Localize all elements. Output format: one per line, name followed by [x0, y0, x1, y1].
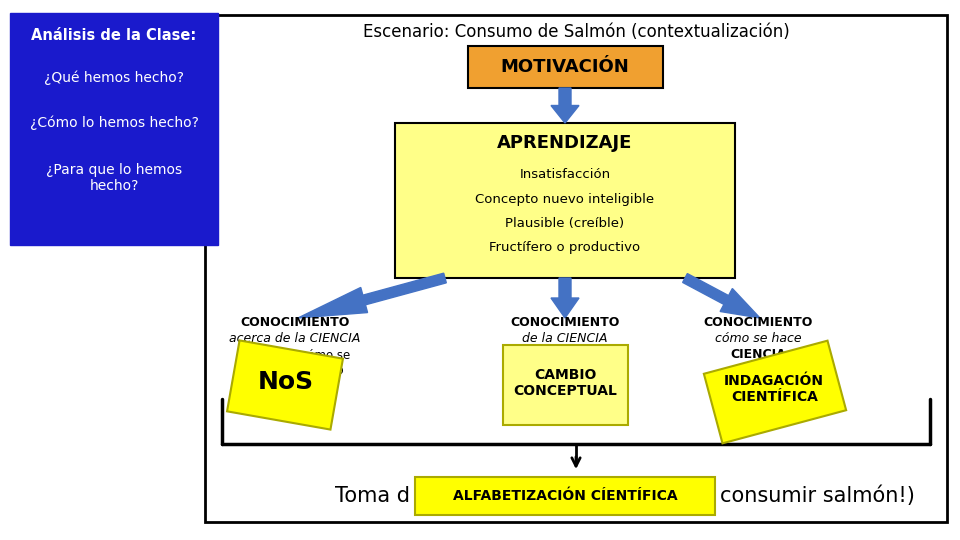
Text: CAMBIO
CONCEPTUAL: CAMBIO CONCEPTUAL	[513, 368, 617, 398]
Text: CONOCIMIENTO: CONOCIMIENTO	[511, 316, 620, 329]
Bar	[228, 340, 343, 429]
Text: Plausible (creíble): Plausible (creíble)	[505, 217, 625, 230]
Text: CONOCIMIENTO: CONOCIMIENTO	[240, 316, 349, 329]
Bar	[502, 345, 628, 425]
Bar	[205, 15, 947, 522]
Bar	[10, 13, 218, 245]
Text: de la CIENCIA: de la CIENCIA	[522, 332, 608, 345]
Text: ¿Cómo lo hemos hecho?: ¿Cómo lo hemos hecho?	[30, 116, 199, 130]
Polygon shape	[551, 88, 579, 123]
Text: Inferi...: Inferi...	[737, 366, 779, 379]
Bar	[468, 46, 662, 88]
Text: Toma d: Toma d	[335, 486, 410, 506]
Text: ¿Qué hemos hecho?: ¿Qué hemos hecho?	[44, 71, 184, 85]
Text: cie: cie	[286, 379, 303, 392]
Text: A: A	[754, 396, 762, 409]
Text: Fructífero o productivo: Fructífero o productivo	[490, 240, 640, 253]
Text: APRENDIZAJE: APRENDIZAJE	[497, 134, 633, 152]
Text: Escenario: Consumo de Salmón (contextualización): Escenario: Consumo de Salmón (contextual…	[363, 23, 789, 41]
Bar	[415, 477, 715, 515]
Text: MOTIVACIÓN: MOTIVACIÓN	[500, 58, 630, 76]
Text: Análisis de la Clase:: Análisis de la Clase:	[32, 28, 197, 43]
Polygon shape	[551, 278, 579, 318]
Text: Acerca de cómo se: Acerca de cómo se	[239, 349, 350, 362]
Text: Concepto nuevo inteligible: Concepto nuevo inteligible	[475, 192, 655, 206]
Text: ALFABETIZACIÓN CÍENTÍFICA: ALFABETIZACIÓN CÍENTÍFICA	[453, 489, 678, 503]
Text: Insatisfacción: Insatisfacción	[519, 168, 611, 181]
Polygon shape	[298, 273, 446, 318]
Text: acerca de la CIENCIA: acerca de la CIENCIA	[229, 332, 361, 345]
Bar	[704, 341, 846, 443]
Bar	[395, 123, 735, 278]
Text: CONOCIMIENTO: CONOCIMIENTO	[704, 316, 813, 329]
Text: INDAGACIÓN
CIENTÍFICA: INDAGACIÓN CIENTÍFICA	[724, 374, 825, 404]
Text: CIENCIA: CIENCIA	[731, 348, 786, 361]
Text: I...: I...	[751, 381, 765, 394]
Text: gene             nto: gene nto	[246, 364, 344, 377]
Text: consumir salmón!): consumir salmón!)	[720, 486, 915, 507]
Polygon shape	[683, 274, 760, 318]
Text: NoS: NoS	[257, 370, 314, 394]
Text: cómo se hace: cómo se hace	[714, 332, 802, 345]
Text: ¿Para que lo hemos
hecho?: ¿Para que lo hemos hecho?	[46, 163, 182, 193]
